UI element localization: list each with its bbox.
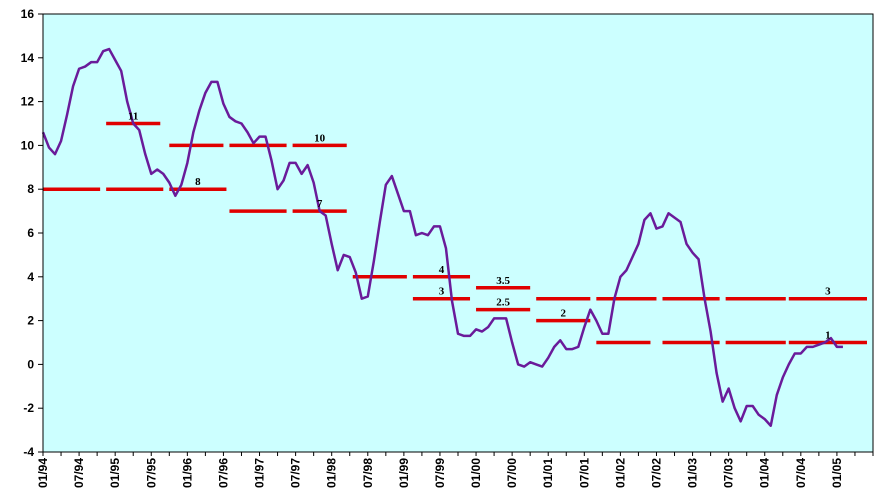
y-tick-label: 14: [21, 51, 35, 65]
x-tick-label: 07/97: [289, 458, 303, 488]
x-tick-label: 07/03: [722, 458, 736, 488]
x-tick-label: 01/05: [830, 458, 844, 488]
y-tick-label: -2: [23, 401, 34, 415]
band-label: 8: [195, 176, 201, 188]
x-axis: 01/94 07/94 01/95 07/95 01/96 07/96 01/97 07/97…: [36, 452, 874, 488]
band-label: 3: [439, 286, 445, 298]
plot-area: [43, 14, 873, 452]
series-line: [41, 47, 843, 427]
x-tick-label: 07/94: [72, 458, 86, 488]
x-tick-label: 01/94: [36, 458, 50, 488]
x-tick-label: 07/99: [433, 458, 447, 488]
band-label: 1: [825, 330, 831, 342]
band-label: 3: [825, 286, 831, 298]
x-tick-label: 01/04: [758, 458, 772, 488]
series-lines: [41, 47, 843, 427]
x-tick-label: 01/95: [108, 458, 122, 488]
x-tick-label: 01/96: [180, 458, 194, 488]
plot-frame: [42, 13, 874, 453]
x-tick-label: 01/02: [613, 458, 627, 488]
x-tick-label: 07/02: [649, 458, 663, 488]
band-label: 3.5: [496, 275, 510, 287]
x-tick-label: 07/95: [144, 458, 158, 488]
band-labels: 8 11 10 7 4 3 3.5 2.5 2 3 1: [128, 111, 831, 342]
y-tick-label: 4: [27, 270, 34, 284]
x-tick-label: 01/03: [686, 458, 700, 488]
x-tick-label: 07/00: [505, 458, 519, 488]
x-tick-label: 07/96: [216, 458, 230, 488]
x-tick-label: 01/00: [469, 458, 483, 488]
x-tick-label: 07/04: [794, 458, 808, 488]
x-tick-label: 01/01: [541, 458, 555, 488]
band-label: 10: [314, 132, 326, 144]
y-axis: 16 14 12 10 8 6 4 2 0 -2 -4: [21, 7, 43, 459]
x-tick-label: 01/99: [397, 458, 411, 488]
band-label: 2: [561, 308, 567, 320]
y-tick-label: 6: [27, 226, 34, 240]
x-tick-label: 01/97: [253, 458, 267, 488]
x-tick-label: 07/01: [577, 458, 591, 488]
band-label: 2.5: [496, 297, 510, 309]
y-tick-label: 8: [27, 182, 34, 196]
y-tick-label: 0: [27, 357, 34, 371]
x-tick-label: 07/98: [361, 458, 375, 488]
band-label: 4: [439, 264, 445, 276]
y-tick-label: -4: [23, 445, 34, 459]
y-tick-label: 10: [21, 138, 35, 152]
band-label: 7: [317, 198, 323, 210]
y-tick-label: 12: [21, 95, 35, 109]
x-tick-label: 01/98: [325, 458, 339, 488]
band-label: 11: [128, 111, 138, 123]
y-tick-label: 16: [21, 7, 35, 21]
y-tick-label: 2: [27, 314, 34, 328]
